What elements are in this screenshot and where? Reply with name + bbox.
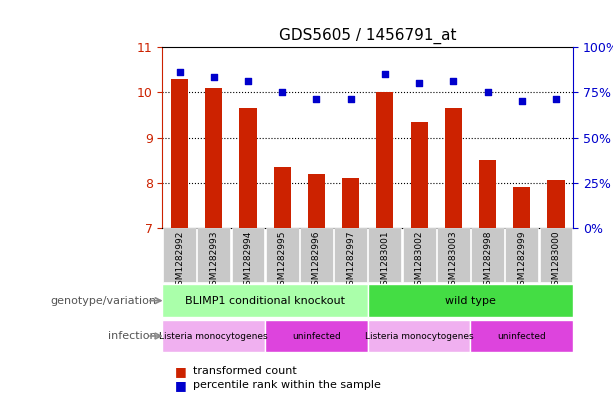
- FancyBboxPatch shape: [368, 320, 471, 352]
- FancyBboxPatch shape: [403, 228, 436, 283]
- FancyBboxPatch shape: [162, 285, 368, 317]
- Text: GSM1282995: GSM1282995: [278, 231, 287, 291]
- Point: [449, 78, 459, 84]
- Bar: [479, 160, 496, 228]
- FancyBboxPatch shape: [368, 228, 402, 283]
- Point: [175, 69, 185, 75]
- Point: [380, 71, 390, 77]
- Text: GSM1283002: GSM1283002: [414, 231, 424, 291]
- Bar: [308, 174, 325, 228]
- Bar: [240, 108, 257, 228]
- Bar: [273, 167, 291, 228]
- Text: GSM1282997: GSM1282997: [346, 231, 355, 291]
- FancyBboxPatch shape: [300, 228, 333, 283]
- Text: uninfected: uninfected: [292, 332, 341, 340]
- Text: GSM1283001: GSM1283001: [381, 231, 389, 291]
- Text: GSM1283000: GSM1283000: [552, 231, 560, 291]
- Text: infection: infection: [108, 331, 156, 341]
- Bar: [171, 79, 188, 228]
- Bar: [376, 92, 394, 228]
- FancyBboxPatch shape: [505, 228, 538, 283]
- Text: wild type: wild type: [445, 296, 496, 306]
- Point: [346, 96, 356, 102]
- FancyBboxPatch shape: [163, 228, 196, 283]
- Text: GSM1282993: GSM1282993: [209, 231, 218, 291]
- Bar: [342, 178, 359, 228]
- Bar: [547, 180, 565, 228]
- Bar: [411, 122, 428, 228]
- Text: Listeria monocytogenes: Listeria monocytogenes: [159, 332, 268, 340]
- Text: BLIMP1 conditional knockout: BLIMP1 conditional knockout: [185, 296, 345, 306]
- Point: [551, 96, 561, 102]
- FancyBboxPatch shape: [368, 285, 573, 317]
- Point: [243, 78, 253, 84]
- Bar: [513, 187, 530, 228]
- Text: ■: ■: [175, 365, 186, 378]
- Point: [277, 89, 287, 95]
- FancyBboxPatch shape: [162, 320, 265, 352]
- Text: genotype/variation: genotype/variation: [50, 296, 156, 306]
- Text: transformed count: transformed count: [193, 366, 297, 376]
- Bar: [205, 88, 223, 228]
- Bar: [445, 108, 462, 228]
- Text: GSM1282998: GSM1282998: [483, 231, 492, 291]
- Text: percentile rank within the sample: percentile rank within the sample: [193, 380, 381, 390]
- Text: ■: ■: [175, 378, 186, 392]
- Text: Listeria monocytogenes: Listeria monocytogenes: [365, 332, 473, 340]
- FancyBboxPatch shape: [334, 228, 367, 283]
- Point: [209, 73, 219, 80]
- Point: [414, 80, 424, 86]
- FancyBboxPatch shape: [266, 228, 299, 283]
- Title: GDS5605 / 1456791_at: GDS5605 / 1456791_at: [279, 28, 457, 44]
- FancyBboxPatch shape: [471, 320, 573, 352]
- Text: GSM1283003: GSM1283003: [449, 231, 458, 291]
- FancyBboxPatch shape: [232, 228, 264, 283]
- Point: [311, 96, 321, 102]
- Point: [517, 98, 527, 105]
- FancyBboxPatch shape: [437, 228, 470, 283]
- FancyBboxPatch shape: [471, 228, 504, 283]
- Text: GSM1282996: GSM1282996: [312, 231, 321, 291]
- Text: GSM1282999: GSM1282999: [517, 231, 527, 291]
- FancyBboxPatch shape: [197, 228, 230, 283]
- Text: GSM1282992: GSM1282992: [175, 231, 184, 291]
- Text: GSM1282994: GSM1282994: [243, 231, 253, 291]
- Text: uninfected: uninfected: [497, 332, 546, 340]
- FancyBboxPatch shape: [265, 320, 368, 352]
- Point: [482, 89, 492, 95]
- FancyBboxPatch shape: [539, 228, 573, 283]
